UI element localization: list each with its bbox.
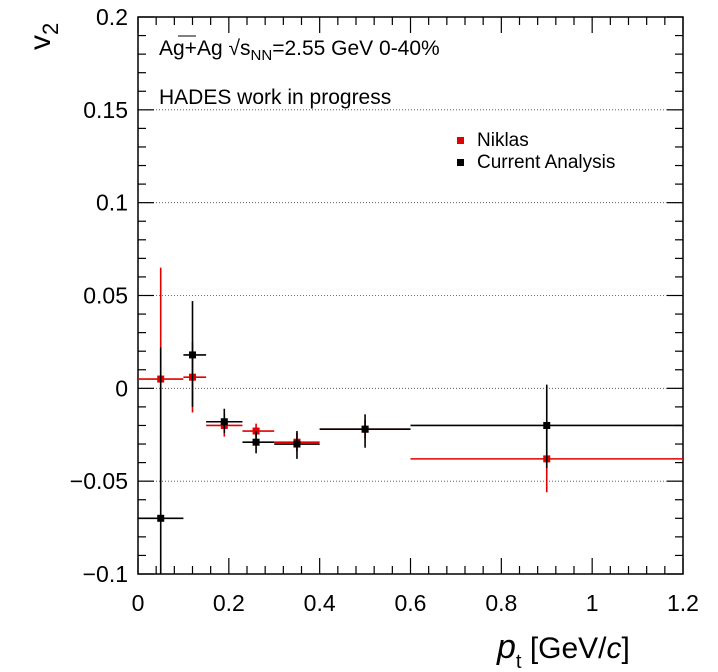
y-tick-label: 0.2	[96, 4, 128, 30]
data-point	[220, 418, 228, 426]
y-tick-label: 0.05	[83, 283, 128, 309]
series-niklas	[138, 267, 683, 500]
data-point	[157, 514, 165, 522]
svg-text:v2: v2	[24, 23, 63, 50]
legend-marker	[457, 159, 464, 166]
x-tick-label: 0	[132, 590, 145, 616]
data-layer	[138, 267, 683, 574]
y-tick-label: 0.15	[83, 97, 128, 123]
y-axis-title: v2	[24, 23, 63, 50]
x-tick-label: 1.2	[667, 590, 699, 616]
y-tick-label: 0.1	[96, 190, 128, 216]
data-point	[293, 440, 301, 448]
data-point	[252, 438, 260, 446]
axis-tick-labels: 0 0.2 0.4 0.6 0.8 1 1.2 −0.1 −0.05 0 0.05 0.1 0.15 0.…	[70, 4, 699, 616]
horizontal-grid	[138, 109, 683, 482]
x-tick-label: 0.8	[485, 590, 517, 616]
collision-system-label: Ag+Ag √sNN=2.55 GeV 0-40%	[159, 37, 440, 64]
y-tick-label: 0	[115, 375, 128, 401]
legend-marker	[457, 137, 464, 144]
x-tick-label: 0.4	[304, 590, 336, 616]
legend-label: Niklas	[477, 130, 529, 151]
axis-ticks	[137, 16, 684, 575]
data-point	[361, 425, 369, 433]
work-in-progress-label: HADES work in progress	[159, 86, 391, 109]
x-tick-label: 0.2	[213, 590, 245, 616]
y-tick-label: −0.05	[70, 468, 128, 494]
data-point	[543, 421, 551, 429]
data-point	[189, 351, 196, 359]
series-current-analysis	[138, 301, 683, 574]
x-tick-label: 1	[586, 590, 599, 616]
legend-label: Current Analysis	[477, 152, 615, 173]
x-axis-title: pt [GeV/c]	[496, 628, 630, 672]
x-tick-label: 0.6	[395, 590, 427, 616]
y-tick-label: −0.1	[83, 561, 128, 587]
